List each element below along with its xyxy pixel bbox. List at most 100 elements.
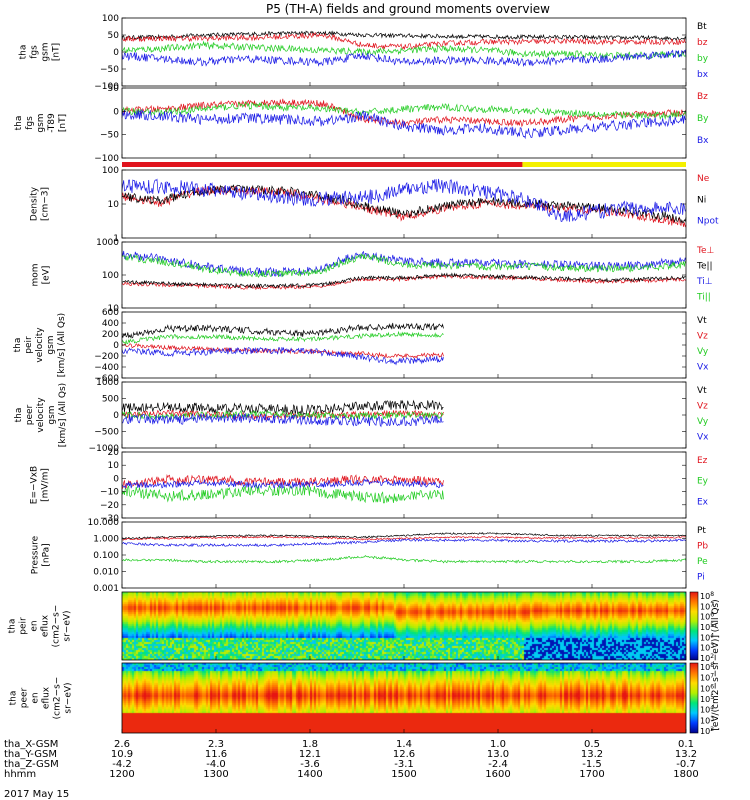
- panel-ylabel: mom: [31, 263, 41, 286]
- colorbar-tick: 107: [700, 673, 714, 683]
- x-tick-label: 1.8: [302, 739, 318, 750]
- mode-bar-slow: [122, 162, 523, 167]
- y-tick-label: 50: [108, 84, 120, 94]
- x-tick-label: 10.9: [111, 749, 133, 760]
- x-tick-label: 1400: [297, 769, 322, 780]
- series-line-peer_velocity-0: [121, 399, 444, 416]
- panel-ylabel: en: [30, 620, 40, 631]
- series-line-fgs_gsm-3: [121, 49, 687, 68]
- mode-bar-fast: [522, 162, 686, 167]
- spectrogram-image: [122, 592, 686, 660]
- y-tick-label: 0.001: [93, 584, 119, 594]
- series-line-temperature-1: [121, 272, 687, 289]
- x-tick-label: 1200: [109, 769, 134, 780]
- legend-entry: Vz: [697, 402, 708, 412]
- colorbar-tick: 102: [700, 726, 714, 736]
- panel-ylabel: fgs: [25, 116, 35, 130]
- panel-fgs_gsm: tha fgs gsm [nT] Bt bz by bx 100 50 0 −50 −100: [19, 14, 709, 92]
- x-tick-label: 13.0: [487, 749, 509, 760]
- y-tick-label: 1000: [96, 238, 119, 248]
- legend-entry: Te||: [696, 262, 713, 272]
- legend-entry: Vx: [697, 433, 709, 443]
- x-tick-label: 12.6: [393, 749, 415, 760]
- panel-ylabel: fgs: [30, 45, 40, 59]
- legend-entry: Ne: [697, 174, 710, 184]
- x-tick-label: 1700: [579, 769, 604, 780]
- panel-ylabel: tha: [14, 408, 24, 423]
- y-tick-label: −20: [100, 501, 119, 511]
- legend-entry: Bx: [697, 136, 709, 146]
- colorbar-tick: 104: [700, 705, 714, 715]
- panel-pressure: Pressure [nPa] Pt Pb Pe Pi 10.000 1.000 0.100 0.0…: [31, 518, 709, 594]
- y-tick-label: 10: [108, 304, 120, 314]
- panel-ylabel: velocity: [35, 327, 45, 363]
- legend-entry: Pe: [697, 557, 708, 567]
- x-axis-row-label: tha_Z-GSM: [4, 759, 59, 770]
- colorbar-tick: 103: [700, 643, 714, 653]
- y-tick-label: −30: [100, 514, 119, 524]
- panel-ylabel: [km/s] (All Qs): [58, 383, 68, 447]
- panel-ylabel: sr−eV): [64, 682, 74, 713]
- y-tick-label: −100: [94, 154, 119, 164]
- series-line-peir_velocity-0: [121, 322, 444, 339]
- panel-ylabel: Pressure: [31, 535, 41, 574]
- series-line-temperature-3: [121, 252, 687, 278]
- series-line-fgs_gsm_t89-2: [121, 108, 686, 140]
- legend-entry: Bt: [697, 22, 707, 32]
- legend-entry: Ni: [697, 195, 706, 205]
- panel-ylabel: [nT]: [52, 43, 62, 61]
- legend-entry: Ex: [697, 497, 709, 507]
- panel-frame: [121, 17, 687, 87]
- date-label: 2017 May 15: [4, 789, 69, 800]
- legend-entry: Pb: [697, 542, 708, 552]
- legend-entry: Npot: [697, 217, 719, 227]
- x-tick-label: 1600: [485, 769, 510, 780]
- y-tick-label: 100: [102, 166, 119, 176]
- panel-ylabel: [nPa]: [42, 543, 52, 566]
- x-tick-label: -2.4: [488, 759, 508, 770]
- colorbar-tick: 104: [700, 632, 714, 642]
- x-tick-label: -4.0: [206, 759, 226, 770]
- legend-entry: By: [697, 114, 709, 124]
- y-tick-label: 1000: [96, 378, 119, 388]
- series-line-peir_velocity-3: [121, 346, 444, 366]
- y-tick-label: 0: [113, 107, 119, 117]
- panel-peir_spectrogram: tha peir en eflux (cm2−s− sr−eV)1081071061051…: [8, 591, 715, 663]
- panel-frame: [121, 169, 687, 239]
- x-tick-label: -1.5: [582, 759, 602, 770]
- panel-ylabel: [nT]: [58, 114, 68, 132]
- x-axis-row-label: hhmm: [4, 769, 36, 780]
- y-tick-label: 0: [113, 48, 119, 58]
- x-tick-label: 1300: [203, 769, 228, 780]
- y-tick-label: 0: [113, 474, 119, 484]
- y-tick-label: −200: [94, 352, 119, 362]
- panel-frame: [121, 241, 687, 309]
- legend-entry: Vy: [697, 347, 709, 357]
- series-line-efield-2: [121, 478, 444, 489]
- y-tick-label: −50: [100, 65, 119, 75]
- colorbar-tick: 102: [700, 653, 714, 663]
- panel-temperature: mom [eV] Te⊥ Te|| Ti⊥ Ti|| 1000 100 10: [31, 238, 715, 314]
- x-tick-label: -3.6: [300, 759, 320, 770]
- series-line-pressure-0: [121, 532, 687, 540]
- y-tick-label: 0.100: [93, 551, 119, 561]
- x-tick-label: 13.2: [581, 749, 603, 760]
- panel-peer_spectrogram: tha peer en eflux (cm2−s− sr−eV)1081071061051…: [9, 599, 722, 736]
- legend-entry: Ti⊥: [696, 277, 713, 287]
- colorbar-label: [eV/(cm2−s−sr−eV)] (All Qs): [711, 599, 721, 730]
- panel-fgs_gsm_t89: tha fgs gsm -T89 [nT] Bz By Bx 50 0 −50 −100: [14, 84, 709, 164]
- x-axis-row-label: tha_Y-GSM: [4, 749, 57, 760]
- legend-entry: Vx: [697, 363, 709, 373]
- x-tick-label: 1800: [673, 769, 698, 780]
- panel-ylabel: en: [31, 692, 41, 703]
- panel-ylabel: sr−eV): [63, 610, 73, 641]
- y-tick-label: 0: [113, 341, 119, 351]
- x-tick-label: 1.0: [490, 739, 506, 750]
- legend-entry: Pt: [697, 526, 706, 536]
- panel-ylabel: peir: [24, 336, 34, 354]
- panel-ylabel: [eV]: [42, 266, 52, 285]
- series-line-fgs_gsm-1: [122, 32, 686, 50]
- panel-ylabel: gsm: [41, 42, 51, 61]
- panel-frame: [121, 521, 687, 589]
- series-line-density-2: [121, 178, 687, 222]
